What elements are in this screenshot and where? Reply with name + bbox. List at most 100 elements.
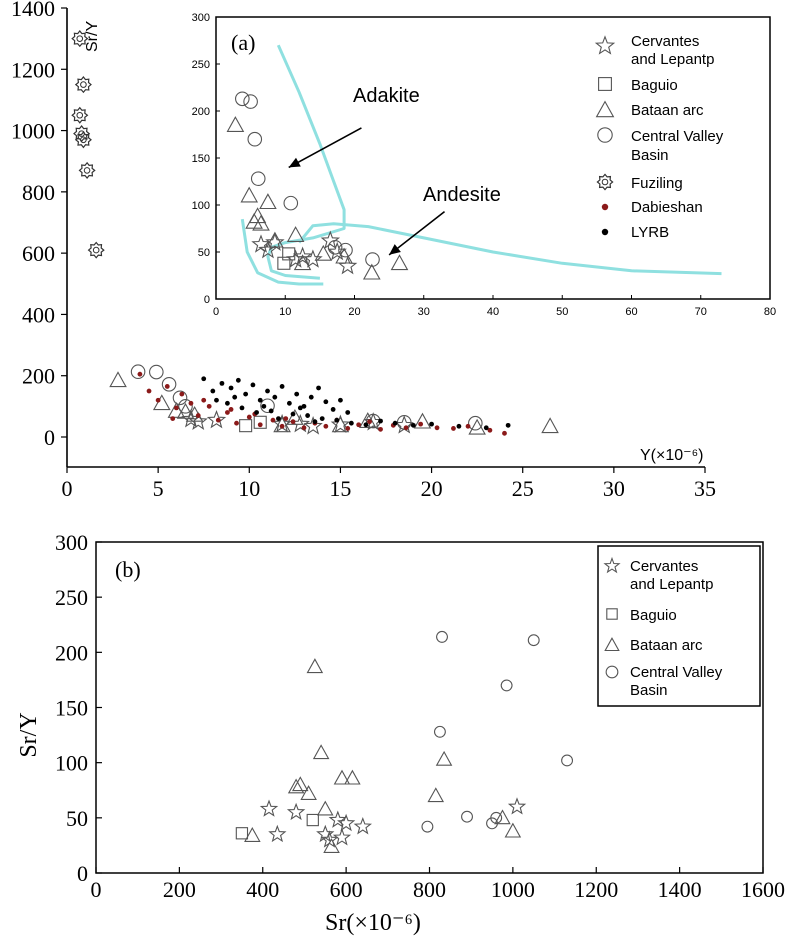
b-x-tick-label: 1600 xyxy=(741,877,785,902)
arrow-adakite xyxy=(288,127,362,169)
gear-outline xyxy=(73,125,91,143)
main-point-baguio xyxy=(239,419,253,433)
main-point-fuziling xyxy=(87,241,105,259)
inset-point-central-valley-basin xyxy=(243,94,258,109)
b-point-central-valley-basin xyxy=(490,811,503,824)
inset-x-tick-label: 30 xyxy=(418,306,430,318)
triangle-icon xyxy=(595,100,615,118)
main-point-bataan-arc xyxy=(109,371,127,388)
main-point-fuziling xyxy=(74,76,92,94)
legend-label-cervantes-2: and Lepantp xyxy=(631,51,714,68)
inset-point-baguio xyxy=(277,256,291,270)
main-point-lyrb xyxy=(225,400,230,406)
gear-outline xyxy=(71,30,89,48)
panel-b-ticks: 0 200 400 600 800 1000 1200 1400 1600 0 50 100 150 20… xyxy=(55,530,785,902)
main-y-tick-label: 200 xyxy=(22,364,55,389)
main-point-dabieshan xyxy=(323,423,329,429)
inset-point-bataan-arc xyxy=(362,263,381,280)
b-point-bataan-arc xyxy=(435,750,453,766)
main-point-lyrb xyxy=(334,417,340,423)
b-x-tick-label: 800 xyxy=(413,877,446,902)
inset-point-cervantes-and-lepantp xyxy=(303,249,323,268)
main-point-dabieshan xyxy=(378,426,383,432)
main-point-lyrb xyxy=(301,403,307,409)
main-x-tick-label: 0 xyxy=(62,476,73,501)
b-point-bataan-arc xyxy=(244,826,261,842)
main-point-dabieshan xyxy=(290,419,296,425)
legend-b-label-cervantes-2: and Lepantp xyxy=(630,576,713,593)
b-point-cervantes-and-lepantp xyxy=(337,813,356,832)
main-point-dabieshan xyxy=(418,421,424,427)
main-x-tick-label: 30 xyxy=(603,476,625,501)
main-point-dabieshan xyxy=(345,426,351,431)
main-point-lyrb xyxy=(219,380,225,386)
main-point-lyrb xyxy=(429,421,434,427)
main-point-lyrb xyxy=(378,418,383,424)
main-point-dabieshan xyxy=(188,400,194,406)
main-point-lyrb xyxy=(308,394,314,400)
inset-point-cervantes-and-lepantp xyxy=(292,246,313,265)
main-point-dabieshan xyxy=(173,405,179,411)
gear-outline xyxy=(87,241,105,259)
main-point-dabieshan xyxy=(155,397,161,403)
legend-label-bataan: Bataan arc xyxy=(631,102,704,119)
b-point-cervantes-and-lepantp xyxy=(507,797,527,815)
b-point-central-valley-basin xyxy=(500,679,513,692)
main-point-lyrb xyxy=(338,397,343,403)
inset-point-central-valley-basin xyxy=(365,252,380,267)
legend-b-marker-baguio xyxy=(606,608,618,620)
arrow-andesite xyxy=(388,210,446,256)
main-x-tick-label: 5 xyxy=(153,476,164,501)
main-x-tick-label: 10 xyxy=(238,476,260,501)
legend-marker-lyrb xyxy=(601,228,609,236)
panel-b-legend: Cervantes and Lepantp Baguio Bataan arc … xyxy=(597,545,761,707)
inset-point-bataan-arc xyxy=(252,214,270,231)
inset-x-tick-label: 60 xyxy=(625,306,637,318)
main-point-lyrb xyxy=(265,388,270,394)
main-point-lyrb xyxy=(261,403,267,409)
inset-point-bataan-arc xyxy=(314,244,333,261)
panel-b-plot: 0 200 400 600 800 1000 1200 1400 1600 0 50 100 150 20… xyxy=(16,530,785,936)
inset-x-tick-label: 10 xyxy=(279,306,291,318)
inset-y-tick-label: 0 xyxy=(204,294,210,306)
adakite-label: Adakite xyxy=(353,85,420,107)
main-point-dabieshan xyxy=(367,419,372,425)
inset-x-tick-label: 20 xyxy=(348,306,360,318)
inset-point-central-valley-basin xyxy=(327,240,343,255)
b-point-bataan-arc xyxy=(291,776,309,792)
circle-icon xyxy=(597,127,613,143)
main-point-lyrb xyxy=(235,377,241,383)
b-x-tick-label: 0 xyxy=(91,877,102,902)
inset-field-andesite-upper xyxy=(297,222,722,276)
main-point-central-valley-basin xyxy=(468,415,483,431)
b-point-cervantes-and-lepantp xyxy=(328,810,347,828)
b-y-tick-label: 300 xyxy=(55,530,88,555)
inset-fields xyxy=(240,44,722,286)
gear-outline xyxy=(78,161,96,179)
b-point-bataan-arc xyxy=(344,769,361,785)
main-point-lyrb xyxy=(348,420,354,426)
main-y-tick-label: 800 xyxy=(22,180,55,205)
inset-point-bataan-arc xyxy=(293,254,312,271)
b-x-tick-label: 200 xyxy=(163,877,196,902)
b-point-central-valley-basin xyxy=(461,810,473,823)
circle-icon xyxy=(605,665,619,679)
b-x-tick-label: 1200 xyxy=(574,877,618,902)
main-point-lyrb xyxy=(505,422,511,428)
main-point-lyrb xyxy=(243,391,249,397)
main-point-dabieshan xyxy=(283,416,289,422)
main-point-fuziling xyxy=(71,30,89,48)
inset-legend: Cervantes and Lepantp Baguio Bataan arc … xyxy=(594,33,724,241)
main-point-dabieshan xyxy=(170,416,176,422)
main-point-lyrb xyxy=(286,400,292,406)
main-point-lyrb xyxy=(392,420,398,426)
main-point-dabieshan xyxy=(356,422,362,428)
inset-point-bataan-arc xyxy=(226,116,245,132)
inset-point-central-valley-basin xyxy=(247,131,263,147)
legend-marker-cervantes xyxy=(594,35,616,55)
b-point-central-valley-basin xyxy=(527,634,540,647)
main-point-fuziling xyxy=(78,161,96,179)
legend-b-label-baguio: Baguio xyxy=(630,607,677,624)
star-icon xyxy=(594,35,616,55)
